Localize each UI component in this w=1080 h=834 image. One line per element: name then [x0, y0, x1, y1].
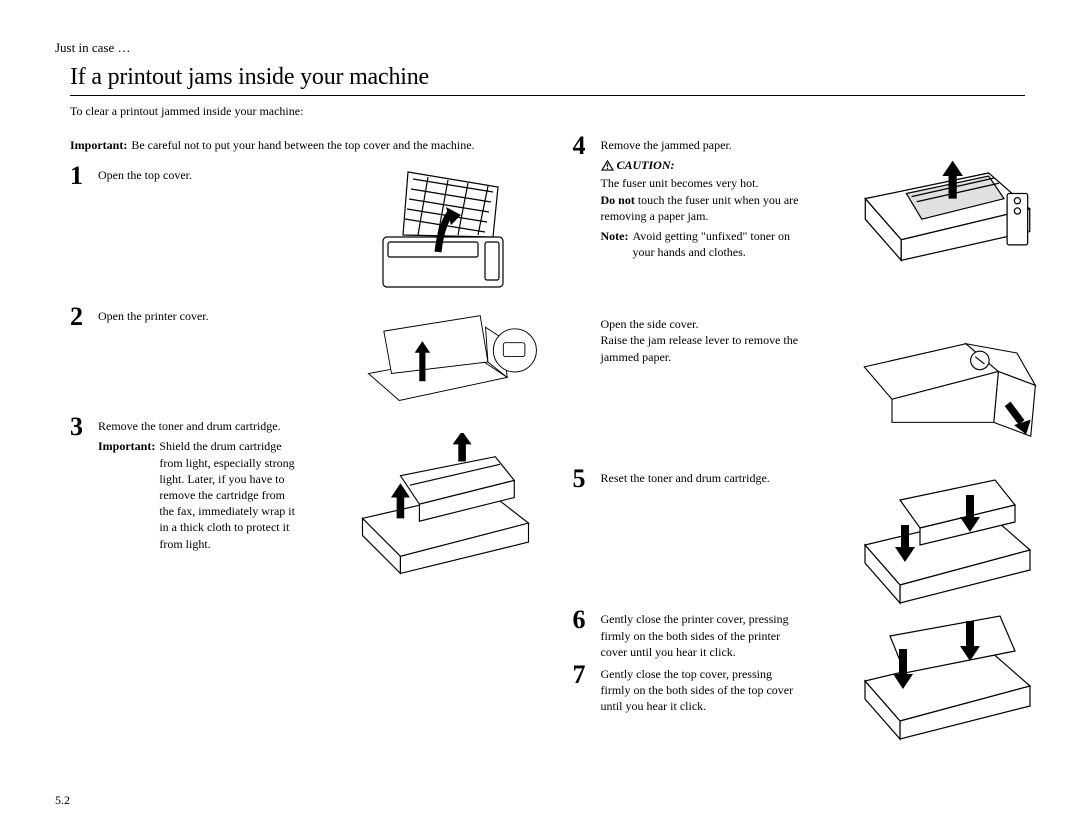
warning-icon — [601, 160, 614, 171]
step-3-sub-text: Shield the drum cartridge from light, es… — [159, 438, 299, 551]
intro-text: To clear a printout jammed inside your m… — [70, 104, 1025, 119]
step-7-num: 7 — [573, 662, 597, 719]
step-4b-line2: Raise the jam release lever to remove th… — [601, 332, 801, 364]
step-3-illustration — [353, 433, 538, 585]
step-6-7: 6 Gently close the printer cover, pressi… — [573, 611, 1041, 741]
step-4-illustration — [855, 137, 1040, 296]
step-4-num: 4 — [573, 133, 597, 260]
step-3: 3 Remove the toner and drum cartridge. I… — [70, 418, 538, 585]
step-1: 1 Open the top cover. — [70, 167, 538, 302]
step-4-text: Remove the jammed paper. — [601, 137, 801, 153]
step-3-sub-label: Important: — [98, 438, 155, 551]
step-5-text: Reset the toner and drum cartridge. — [601, 470, 770, 486]
step-6-text: Gently close the printer cover, pressing… — [601, 611, 801, 660]
step-6-num: 6 — [573, 607, 597, 664]
step-2-text: Open the printer cover. — [98, 308, 209, 324]
step-1-illustration — [353, 167, 538, 302]
step-3-text: Remove the toner and drum cartridge. — [98, 418, 299, 434]
caution-label: CAUTION: — [617, 157, 675, 173]
step-2: 2 Open the printer cover. — [70, 308, 538, 412]
step-5-illustration — [855, 470, 1040, 605]
page-title: If a printout jams inside your machine — [70, 64, 1025, 96]
step-2-num: 2 — [70, 304, 94, 330]
caution-line1: The fuser unit becomes very hot. — [601, 175, 801, 191]
step-7-text: Gently close the top cover, pressing fir… — [601, 666, 801, 715]
step-4: 4 Remove the jammed paper. CAUTION: The … — [573, 137, 1041, 296]
step-5: 5 Reset the toner and drum cartridge. — [573, 470, 1041, 605]
step-4b: Open the side cover. Raise the jam relea… — [573, 316, 1041, 450]
step-3-num: 3 — [70, 414, 94, 552]
step-1-text: Open the top cover. — [98, 167, 192, 183]
page-header: Just in case … — [55, 40, 1040, 56]
note-text: Avoid getting "unfixed" toner on your ha… — [632, 228, 800, 260]
step-5-num: 5 — [573, 466, 597, 492]
left-column: Important: Be careful not to put your ha… — [70, 137, 538, 747]
step-4b-line1: Open the side cover. — [601, 316, 801, 332]
note-label: Note: — [601, 228, 629, 260]
step-6-illustration — [855, 611, 1040, 741]
step-4b-illustration — [855, 316, 1040, 450]
step-2-illustration — [353, 308, 538, 412]
caution-line2: Do not touch the fuser unit when you are… — [601, 192, 801, 224]
important-label: Important: — [70, 137, 127, 153]
important-block: Important: Be careful not to put your ha… — [70, 137, 538, 153]
page-number: 5.2 — [55, 793, 70, 808]
right-column: 4 Remove the jammed paper. CAUTION: The … — [573, 137, 1041, 747]
important-text: Be careful not to put your hand between … — [131, 137, 474, 153]
step-1-num: 1 — [70, 163, 94, 189]
